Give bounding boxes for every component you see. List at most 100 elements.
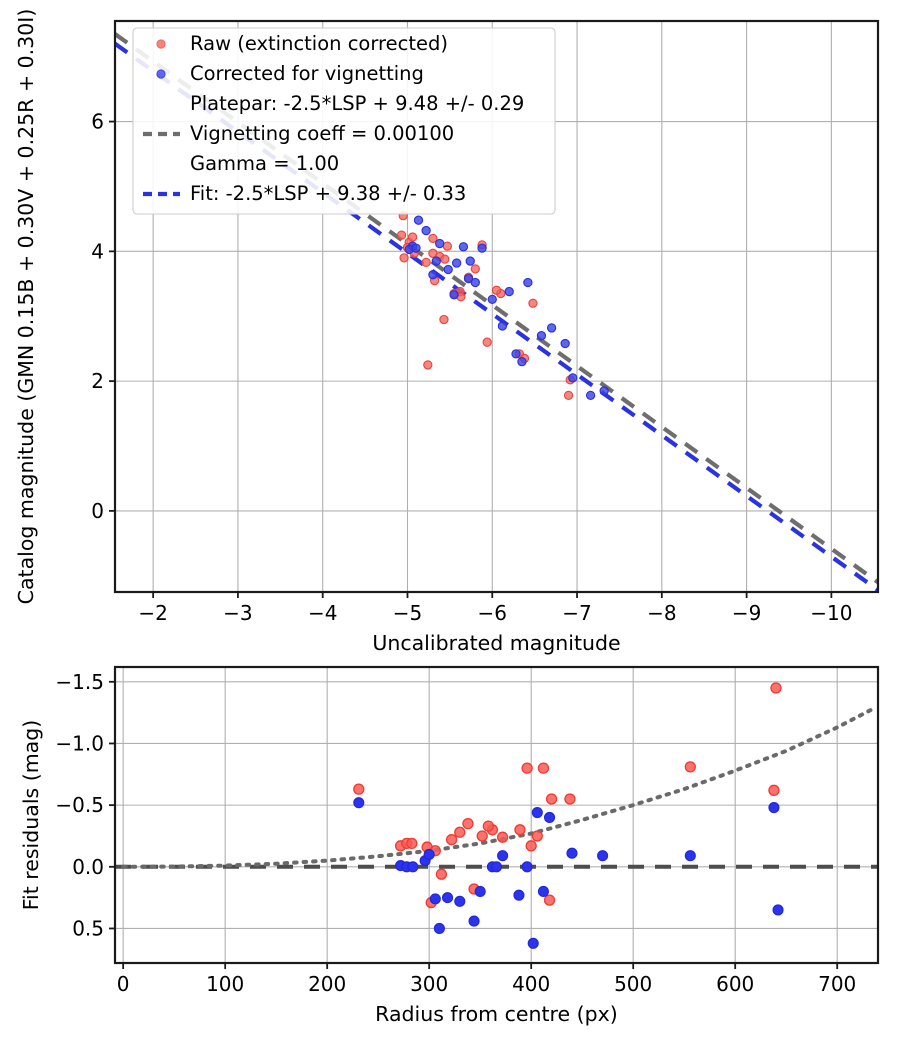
axes-frame — [113, 19, 880, 594]
legend-item: Fit: -2.5*LSP + 9.38 +/- 0.33 — [143, 182, 466, 205]
ytick-label: 0.0 — [72, 855, 104, 879]
legend-box — [132, 27, 556, 215]
legend-label: Vignetting coeff = 0.00100 — [190, 122, 454, 145]
xtick-label: 200 — [308, 972, 346, 996]
data-point — [497, 850, 509, 862]
legend-label: Gamma = 1.00 — [190, 152, 339, 175]
xtick-label: −7 — [562, 601, 591, 625]
series-raw — [353, 682, 782, 909]
data-point — [442, 241, 452, 251]
data-point — [406, 837, 418, 850]
data-point — [527, 937, 539, 949]
series-corrected — [404, 215, 609, 401]
data-point — [514, 824, 526, 836]
data-point — [482, 337, 492, 347]
data-point — [470, 277, 480, 288]
xtick-label: 400 — [512, 972, 550, 996]
legend-item: Platepar: -2.5*LSP + 9.48 +/- 0.29 — [190, 92, 524, 115]
gridlines — [115, 667, 878, 963]
axes-fit-residuals: 0 100 200 300 400 500 600 700 0.5 0.0 −0.5 −1.0 −1.5… — [19, 665, 880, 1026]
data-point — [440, 254, 450, 264]
data-point — [531, 806, 543, 819]
data-point — [433, 922, 445, 935]
data-point — [543, 811, 556, 824]
data-point — [537, 762, 550, 774]
data-point — [449, 290, 459, 300]
data-point — [468, 915, 480, 927]
data-point — [513, 889, 525, 901]
data-point — [496, 831, 509, 843]
series-corrected — [353, 797, 784, 949]
legend-label: Fit: -2.5*LSP + 9.38 +/- 0.33 — [190, 182, 466, 205]
data-point — [564, 793, 576, 805]
data-point — [772, 904, 784, 916]
data-point — [465, 256, 475, 266]
xtick-label: −5 — [393, 601, 422, 625]
axes-frame — [113, 665, 880, 965]
data-point — [585, 390, 596, 401]
xtick-label: 500 — [614, 972, 652, 996]
data-point — [451, 258, 462, 268]
ytick-label: −1.0 — [55, 731, 104, 755]
x-axis-title: Radius from centre (px) — [375, 1002, 618, 1026]
xtick-label: −2 — [138, 601, 167, 625]
data-point — [435, 238, 445, 249]
ytick-label: −0.5 — [55, 793, 104, 817]
data-point — [517, 356, 527, 367]
data-point — [428, 270, 438, 280]
data-point — [568, 373, 578, 383]
data-point — [597, 850, 609, 862]
legend-item: Raw (extinction corrected) — [156, 32, 448, 55]
data-point — [454, 895, 466, 907]
data-point — [521, 762, 533, 774]
data-point — [411, 243, 421, 253]
data-point — [399, 253, 409, 263]
data-point — [413, 215, 424, 225]
data-point — [543, 894, 556, 906]
legend: Raw (extinction corrected) Corrected for … — [132, 27, 556, 215]
data-point — [474, 885, 486, 898]
data-point — [497, 321, 508, 331]
data-point — [768, 784, 780, 796]
data-point — [525, 840, 537, 852]
ytick-label: −1.5 — [55, 670, 104, 694]
xtick-label: 600 — [716, 972, 754, 996]
data-point — [521, 861, 533, 873]
data-point — [491, 285, 502, 295]
data-point — [431, 256, 441, 266]
data-point — [599, 386, 609, 396]
xtick-label: −3 — [223, 601, 252, 625]
data-point — [353, 783, 365, 795]
data-point — [421, 257, 431, 268]
legend-marker-dot — [156, 69, 166, 79]
ytick-label: 4 — [91, 239, 104, 263]
data-point — [353, 797, 365, 809]
data-point — [435, 868, 448, 880]
legend-item: Vignetting coeff = 0.00100 — [143, 122, 454, 145]
data-point — [407, 232, 418, 242]
legend-label: Platepar: -2.5*LSP + 9.48 +/- 0.29 — [190, 92, 524, 115]
data-point — [439, 314, 449, 325]
xtick-label: 0 — [117, 972, 130, 996]
data-point — [407, 861, 419, 873]
data-point — [423, 360, 433, 370]
data-point — [536, 331, 547, 341]
data-point — [563, 390, 574, 401]
legend-marker-dot — [156, 39, 166, 49]
data-point — [770, 682, 782, 694]
xtick-label: 100 — [206, 972, 244, 996]
data-point — [462, 817, 474, 830]
data-point — [684, 761, 696, 773]
ytick-label: 0 — [91, 499, 104, 523]
xtick-label: −9 — [732, 601, 761, 625]
data-point — [443, 264, 453, 275]
data-point — [490, 861, 503, 873]
data-point — [463, 273, 474, 284]
data-point — [523, 277, 533, 288]
data-point — [396, 230, 407, 240]
data-point — [477, 243, 487, 253]
y-axis-title: Catalog magnitude (GMN 0.15B + 0.30V + 0… — [14, 9, 38, 605]
data-point — [423, 848, 435, 861]
vignetting-curve — [121, 706, 875, 869]
ytick-label: 6 — [91, 110, 104, 134]
